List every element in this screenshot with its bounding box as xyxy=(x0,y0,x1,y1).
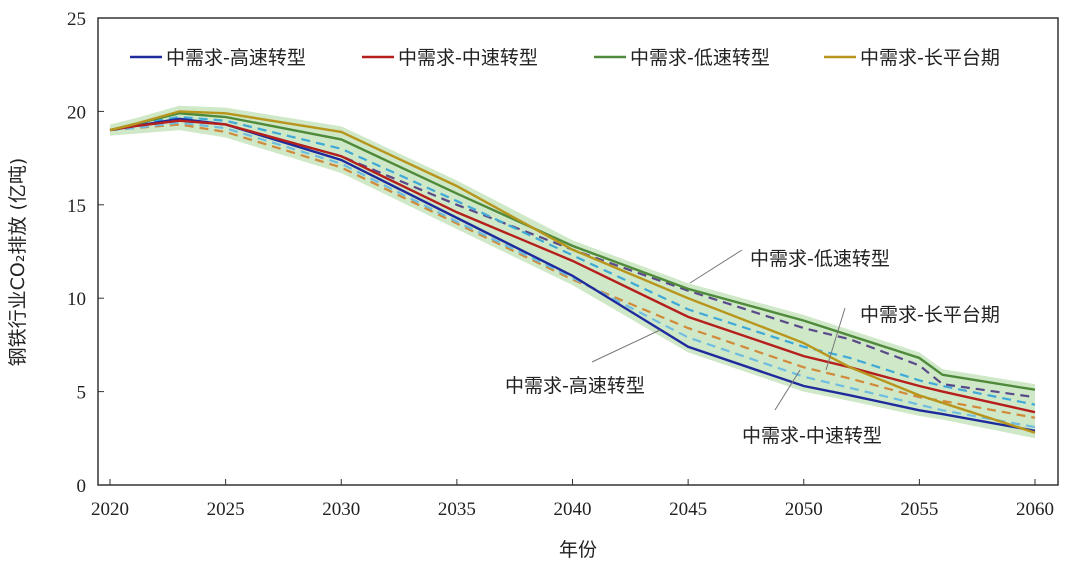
x-axis-title: 年份 xyxy=(559,539,597,561)
series-line-0 xyxy=(109,117,1036,433)
annotation-leader xyxy=(774,369,801,411)
series-line-2 xyxy=(109,112,1036,391)
series-line-1 xyxy=(109,119,1036,414)
y-tick-label: 15 xyxy=(67,196,86,217)
annotation-leader xyxy=(689,249,743,284)
x-tick-label: 2035 xyxy=(438,499,476,520)
y-tick-label: 10 xyxy=(67,289,86,310)
annotation-leader xyxy=(825,307,846,371)
y-axis-title: 钢铁行业CO₂排放 (亿吨) xyxy=(7,158,29,367)
legend-label: 中需求-高速转型 xyxy=(166,47,306,69)
legend: 中需求-高速转型 中需求-中速转型 中需求-低速转型 中需求-长平台期 xyxy=(130,47,1000,69)
y-tick-label: 5 xyxy=(77,383,87,404)
series-line-3 xyxy=(109,110,1036,434)
y-tick-label: 20 xyxy=(67,102,86,123)
x-tick-label: 2045 xyxy=(669,499,707,520)
x-tick-label: 2050 xyxy=(785,499,823,520)
y-tick-label: 25 xyxy=(67,9,86,30)
y-tick-label: 0 xyxy=(77,476,87,497)
annotation-label: 中需求-低速转型 xyxy=(750,248,890,270)
x-tick-label: 2055 xyxy=(900,499,938,520)
plot-frame xyxy=(97,17,1059,486)
series-line-5 xyxy=(109,115,1036,406)
legend-label: 中需求-长平台期 xyxy=(860,47,1000,69)
annotation-label: 中需求-长平台期 xyxy=(860,304,1000,326)
x-tick-label: 2025 xyxy=(207,499,245,520)
series-line-6 xyxy=(109,123,1036,419)
annotation-label: 中需求-高速转型 xyxy=(505,375,645,397)
x-tick-label: 2030 xyxy=(322,499,360,520)
x-tick-label: 2040 xyxy=(554,499,592,520)
x-tick-label: 2020 xyxy=(91,499,129,520)
legend-label: 中需求-低速转型 xyxy=(630,47,770,69)
x-tick-label: 2060 xyxy=(1016,499,1054,520)
annotation-label: 中需求-中速转型 xyxy=(742,425,882,447)
series-line-7 xyxy=(109,121,1036,429)
legend-label: 中需求-中速转型 xyxy=(398,47,538,69)
annotation-leader xyxy=(591,329,661,363)
